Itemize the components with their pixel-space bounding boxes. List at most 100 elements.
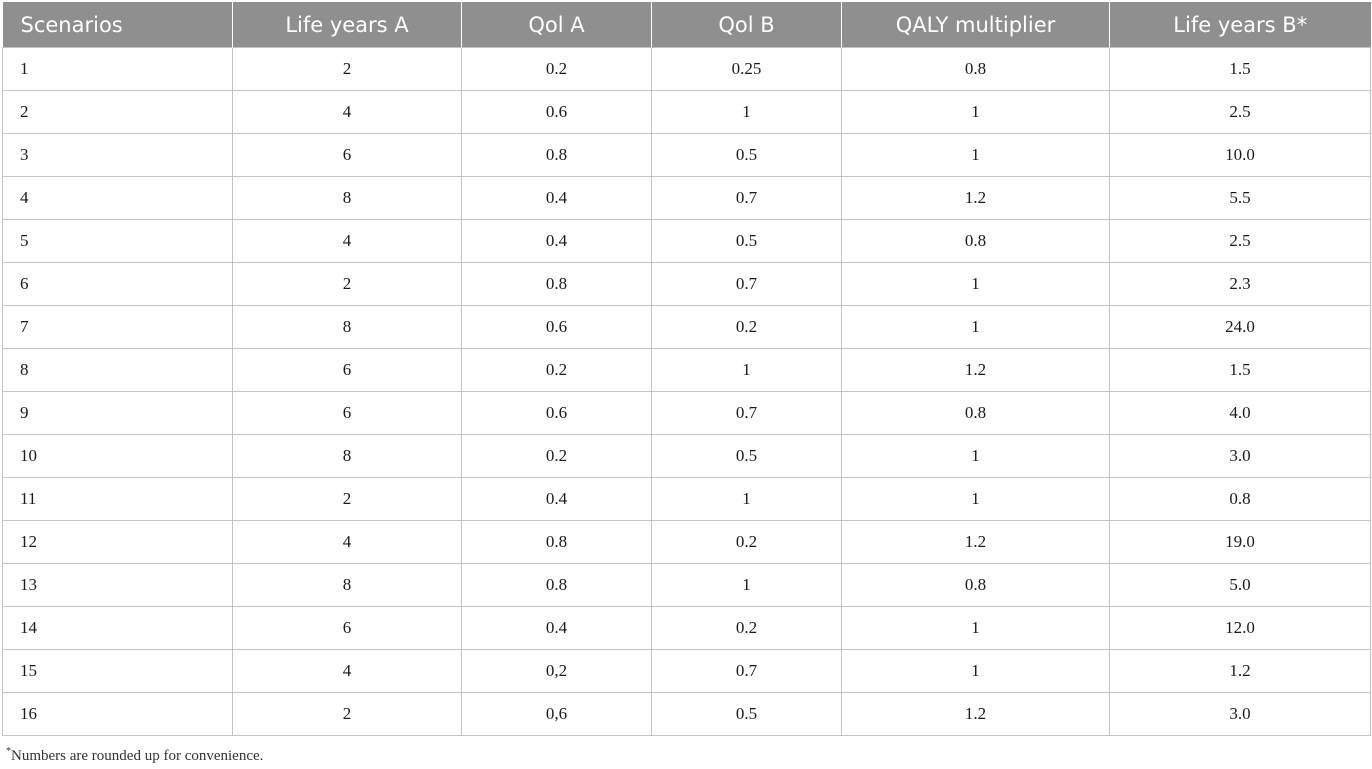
table-cell: 1.2 [841,348,1110,392]
table-cell: 8 [232,305,462,349]
table-row: 13 8 0.8 1 0.8 5.0 [2,563,1371,607]
table-cell: 2 [232,262,462,306]
table-cell: 1 [841,606,1110,650]
table-cell: 16 [2,692,233,736]
table-cell: 1 [2,47,233,91]
table-header-row: Scenarios Life years A Qol A Qol B QALY … [2,2,1371,48]
table-cell: 1 [841,133,1110,177]
table-cell: 3.0 [1109,692,1371,736]
table-cell: 0.8 [841,47,1110,91]
table-cell: 0.7 [651,649,842,693]
table-cell: 2 [232,47,462,91]
table-row: 6 2 0.8 0.7 1 2.3 [2,262,1371,306]
table-cell: 1.2 [1109,649,1371,693]
table-row: 2 4 0.6 1 1 2.5 [2,90,1371,134]
table-cell: 11 [2,477,233,521]
table-cell: 19.0 [1109,520,1371,564]
table-cell: 24.0 [1109,305,1371,349]
table-cell: 1 [841,305,1110,349]
table-cell: 0.7 [651,262,842,306]
table-cell: 0.6 [461,305,652,349]
table-cell: 0.4 [461,219,652,263]
table-cell: 2.5 [1109,90,1371,134]
table-cell: 0.8 [461,563,652,607]
table-cell: 14 [2,606,233,650]
table-cell: 0.4 [461,606,652,650]
table-row: 7 8 0.6 0.2 1 24.0 [2,305,1371,349]
table-cell: 8 [232,563,462,607]
table-cell: 4 [232,90,462,134]
table-cell: 1 [841,434,1110,478]
table-cell: 0.25 [651,47,842,91]
table-cell: 0.6 [461,391,652,435]
table-row: 11 2 0.4 1 1 0.8 [2,477,1371,521]
table-cell: 0.4 [461,176,652,220]
table-cell: 1 [651,563,842,607]
header-scenarios: Scenarios [2,2,233,48]
table-cell: 10 [2,434,233,478]
table-cell: 2.3 [1109,262,1371,306]
table-cell: 0.8 [841,219,1110,263]
header-qol-a: Qol A [461,2,652,48]
table-cell: 5.5 [1109,176,1371,220]
table-cell: 0.2 [651,520,842,564]
table-cell: 0.5 [651,434,842,478]
table-cell: 5 [2,219,233,263]
table-cell: 1.2 [841,176,1110,220]
header-qaly-multiplier: QALY multiplier [841,2,1110,48]
header-qol-b: Qol B [651,2,842,48]
table-cell: 12.0 [1109,606,1371,650]
table-row: 1 2 0.2 0.25 0.8 1.5 [2,47,1371,91]
header-life-years-a: Life years A [232,2,462,48]
table-cell: 1 [651,90,842,134]
table-cell: 6 [232,606,462,650]
table-cell: 0.5 [651,692,842,736]
table-row: 3 6 0.8 0.5 1 10.0 [2,133,1371,177]
table-cell: 1 [841,90,1110,134]
table-cell: 0.8 [461,133,652,177]
table-cell: 0,6 [461,692,652,736]
table-cell: 1 [841,262,1110,306]
table-cell: 0.5 [651,219,842,263]
footnote-marker: * [6,746,11,757]
table-cell: 0.6 [461,90,652,134]
table-cell: 6 [232,391,462,435]
table-cell: 6 [232,348,462,392]
table-row: 10 8 0.2 0.5 1 3.0 [2,434,1371,478]
table-cell: 0.2 [651,305,842,349]
table-cell: 8 [232,176,462,220]
table-cell: 1 [841,477,1110,521]
table-cell: 8 [2,348,233,392]
table-cell: 4 [232,219,462,263]
table-cell: 8 [232,434,462,478]
table-cell: 1.2 [841,520,1110,564]
table-cell: 3 [2,133,233,177]
table-row: 16 2 0,6 0.5 1.2 3.0 [2,692,1371,736]
table-cell: 0.4 [461,477,652,521]
table-cell: 0.2 [461,47,652,91]
table-cell: 12 [2,520,233,564]
table-cell: 0.2 [651,606,842,650]
table-cell: 4.0 [1109,391,1371,435]
table-cell: 5.0 [1109,563,1371,607]
table-row: 8 6 0.2 1 1.2 1.5 [2,348,1371,392]
table-row: 5 4 0.4 0.5 0.8 2.5 [2,219,1371,263]
table-cell: 0.8 [461,520,652,564]
table-cell: 6 [2,262,233,306]
table-cell: 0,2 [461,649,652,693]
table-cell: 4 [232,520,462,564]
table-cell: 0.5 [651,133,842,177]
footnote-text: Numbers are rounded up for convenience. [11,748,264,764]
table-cell: 0.7 [651,391,842,435]
scenarios-table: Scenarios Life years A Qol A Qol B QALY … [2,2,1371,736]
table-cell: 0.8 [841,563,1110,607]
table-cell: 0.8 [461,262,652,306]
table-footnote: *Numbers are rounded up for convenience. [6,746,263,765]
table-cell: 10.0 [1109,133,1371,177]
table-cell: 1.2 [841,692,1110,736]
table-cell: 1 [651,477,842,521]
table-row: 9 6 0.6 0.7 0.8 4.0 [2,391,1371,435]
table-cell: 0.8 [1109,477,1371,521]
table-row: 14 6 0.4 0.2 1 12.0 [2,606,1371,650]
table-cell: 7 [2,305,233,349]
